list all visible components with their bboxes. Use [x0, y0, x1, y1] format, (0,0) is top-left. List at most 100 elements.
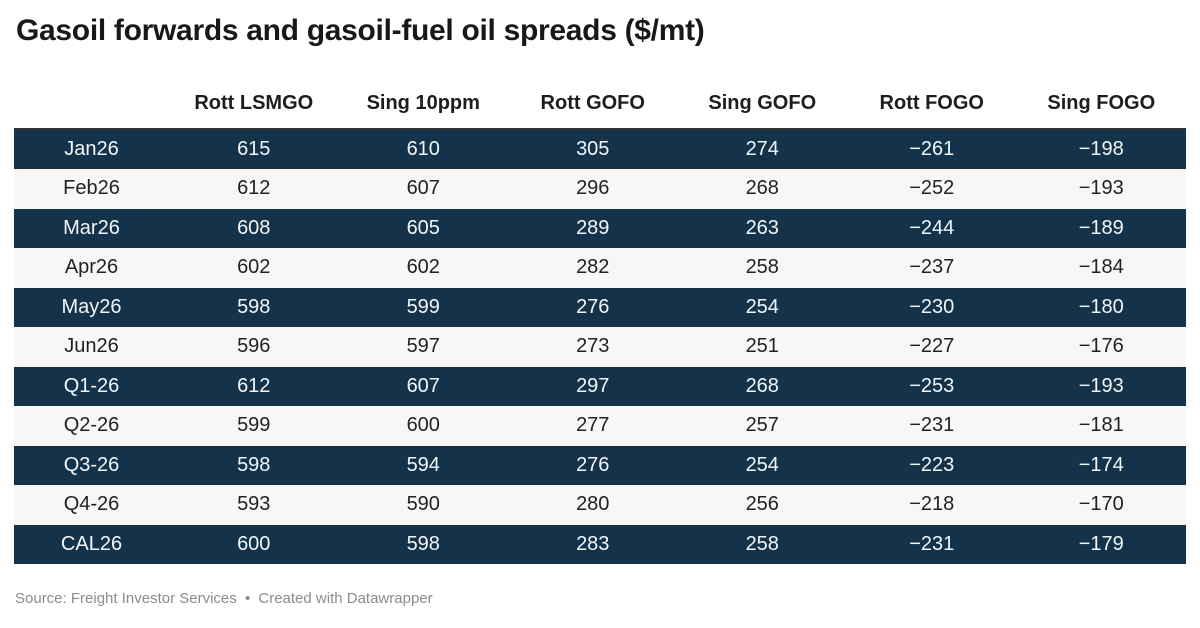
row-label: Feb26: [63, 177, 120, 200]
cell: −193: [1078, 177, 1124, 200]
cell: 607: [406, 177, 440, 200]
cell: 282: [576, 256, 610, 279]
cell: 602: [237, 256, 271, 279]
cell: 268: [745, 177, 779, 200]
cell: 254: [745, 453, 779, 476]
cell: 598: [237, 453, 271, 476]
cell: 599: [406, 295, 440, 318]
table-row: CAL26 600 598 283 258 −231 −179: [14, 524, 1186, 564]
cell: 263: [745, 216, 779, 239]
cell: 268: [745, 374, 779, 397]
table-row: May26 598 599 276 254 −230 −180: [14, 287, 1186, 327]
cell: −237: [909, 256, 955, 279]
cell: 602: [406, 256, 440, 279]
column-header-rott-fogo: Rott FOGO: [847, 48, 1017, 130]
cell: 615: [237, 137, 271, 160]
cell: 251: [745, 335, 779, 358]
datawrapper-attribution-link[interactable]: Created with Datawrapper: [258, 590, 433, 607]
cell: 280: [576, 493, 610, 516]
table-header: Rott LSMGO Sing 10ppm Rott GOFO Sing GOF…: [14, 48, 1186, 130]
cell: −176: [1078, 335, 1124, 358]
cell: 276: [576, 295, 610, 318]
page-title: Gasoil forwards and gasoil-fuel oil spre…: [16, 14, 705, 47]
cell: 296: [576, 177, 610, 200]
cell: −253: [909, 374, 955, 397]
cell: −184: [1078, 256, 1124, 279]
table-row: Mar26 608 605 289 263 −244 −189: [14, 208, 1186, 248]
row-label: Jun26: [64, 335, 119, 358]
cell: 257: [745, 414, 779, 437]
gasoil-forwards-table: Rott LSMGO Sing 10ppm Rott GOFO Sing GOF…: [14, 48, 1186, 564]
row-label: May26: [61, 295, 122, 318]
row-label: Q4-26: [63, 493, 120, 516]
row-label: Jan26: [64, 137, 119, 160]
table-row: Feb26 612 607 296 268 −252 −193: [14, 169, 1186, 209]
cell: −179: [1078, 532, 1124, 555]
cell: 276: [576, 453, 610, 476]
column-header-rott-lsmgo: Rott LSMGO: [169, 48, 339, 130]
cell: 599: [237, 414, 271, 437]
cell: −181: [1078, 414, 1124, 437]
column-header-rott-gofo: Rott GOFO: [508, 48, 678, 130]
cell: 593: [237, 493, 271, 516]
cell: 596: [237, 335, 271, 358]
chart-container: Gasoil forwards and gasoil-fuel oil spre…: [0, 14, 1200, 628]
cell: 600: [237, 532, 271, 555]
row-label: Q1-26: [63, 374, 120, 397]
cell: −170: [1078, 493, 1124, 516]
cell: −174: [1078, 453, 1124, 476]
cell: −252: [909, 177, 955, 200]
cell: 612: [237, 177, 271, 200]
table-row: Q1-26 612 607 297 268 −253 −193: [14, 366, 1186, 406]
cell: 597: [406, 335, 440, 358]
cell: −231: [909, 414, 955, 437]
row-label: Mar26: [63, 216, 120, 239]
footer-separator: •: [244, 590, 251, 607]
table-row: Jan26 615 610 305 274 −261 −198: [14, 128, 1186, 169]
cell: 273: [576, 335, 610, 358]
table-row: Q3-26 598 594 276 254 −223 −174: [14, 445, 1186, 485]
cell: 289: [576, 216, 610, 239]
source-text: Source: Freight Investor Services: [15, 590, 237, 607]
cell: 608: [237, 216, 271, 239]
cell: 612: [237, 374, 271, 397]
column-header-sing-10ppm: Sing 10ppm: [338, 48, 508, 130]
row-label: Apr26: [64, 256, 119, 279]
row-label: CAL26: [60, 532, 123, 555]
cell: −244: [909, 216, 955, 239]
column-header-sing-gofo: Sing GOFO: [677, 48, 847, 130]
cell: 277: [576, 414, 610, 437]
cell: −180: [1078, 295, 1124, 318]
cell: −227: [909, 335, 955, 358]
column-header-sing-fogo: Sing FOGO: [1016, 48, 1186, 130]
cell: 258: [745, 256, 779, 279]
table-row: Jun26 596 597 273 251 −227 −176: [14, 327, 1186, 367]
cell: 305: [576, 137, 610, 160]
cell: −261: [909, 137, 955, 160]
row-label: Q3-26: [63, 453, 120, 476]
cell: −230: [909, 295, 955, 318]
column-header-blank: [14, 48, 169, 130]
cell: 594: [406, 453, 440, 476]
cell: −218: [909, 493, 955, 516]
header-row: Rott LSMGO Sing 10ppm Rott GOFO Sing GOF…: [14, 48, 1186, 130]
cell: 590: [406, 493, 440, 516]
table-row: Apr26 602 602 282 258 −237 −184: [14, 248, 1186, 288]
cell: 598: [237, 295, 271, 318]
cell: −189: [1078, 216, 1124, 239]
cell: −223: [909, 453, 955, 476]
cell: −198: [1078, 137, 1124, 160]
footer: Source: Freight Investor Services • Crea…: [15, 590, 1200, 607]
cell: −193: [1078, 374, 1124, 397]
cell: 598: [406, 532, 440, 555]
cell: 256: [745, 493, 779, 516]
cell: 254: [745, 295, 779, 318]
cell: 258: [745, 532, 779, 555]
table-body: Jan26 615 610 305 274 −261 −198 Feb26 61…: [14, 128, 1186, 564]
cell: 297: [576, 374, 610, 397]
cell: 605: [406, 216, 440, 239]
cell: 610: [406, 137, 440, 160]
cell: 607: [406, 374, 440, 397]
cell: −231: [909, 532, 955, 555]
row-label: Q2-26: [63, 414, 120, 437]
